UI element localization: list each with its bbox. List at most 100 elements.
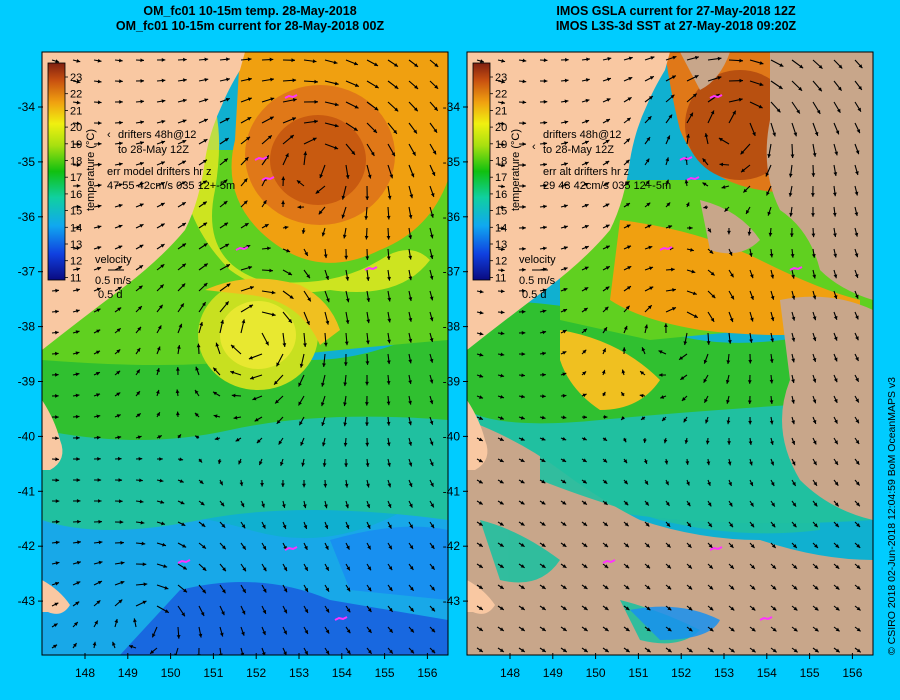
right-drifter-tracks [602,94,803,621]
colorbar-tick-label: 22 [495,89,507,101]
lon-tick-label: 149 [543,666,563,680]
colorbar-tick-label: 21 [495,105,507,117]
left-title-line-2: OM_fc01 10-15m current for 28-May-2018 0… [115,19,385,33]
lon-tick-label: 150 [161,666,181,680]
lat-tick-label: -39 [443,375,461,389]
right-drifter-symbol: ‹ [532,141,536,153]
lon-tick-label: 156 [417,666,437,680]
left-drifter-symbol: ‹ [107,129,111,141]
lon-tick-label: 153 [714,666,734,680]
lat-tick-label: -42 [443,539,461,553]
right-annotations: ‹ drifters 48h@12 to 28-May 12Z err alt … [519,129,671,301]
colorbar-tick-label: 13 [70,239,82,251]
colorbar-tick-label: 18 [495,156,507,168]
lon-tick-label: 151 [628,666,648,680]
lat-tick-label: -41 [443,484,461,498]
credit-text: © CSIRO 2018 02-Jun-2018 12:04:59 BoM Oc… [886,377,898,655]
right-title-line-1: IMOS GSLA current for 27-May-2018 12Z [556,4,796,18]
colorbar-tick-label: 23 [495,72,507,84]
left-longitude-axis: 148 149 150 151 152 153 154 155 156 [75,653,438,680]
lat-tick-label: -42 [18,539,36,553]
left-err-label-1: err model drifters hr z [107,166,212,178]
lon-tick-label: 148 [75,666,95,680]
left-colorbar: 23 22 21 20 19 18 17 16 15 14 13 12 11 temperature (… [47,62,97,284]
colorbar-tick-label: 11 [70,272,81,284]
right-err-label-1: err alt drifters hr z [543,166,629,178]
colorbar-tick-label: 18 [70,156,82,168]
lat-tick-label: -43 [18,594,36,608]
lon-tick-label: 149 [118,666,138,680]
colorbar-tick-label: 13 [495,239,507,251]
colorbar-tick-label: 22 [70,89,82,101]
colorbar-tick-label: 12 [495,256,507,268]
right-panel-title: IMOS GSLA current for 27-May-2018 12Z IM… [456,4,896,34]
lat-tick-label: -36 [443,210,461,224]
lon-tick-label: 152 [246,666,266,680]
colorbar-tick-label: 15 [70,206,82,218]
lon-tick-label: 154 [332,666,352,680]
colorbar-tick-label: 14 [495,222,507,234]
lat-tick-label: -37 [443,265,461,279]
left-map-frame [41,51,449,656]
colorbar-tick-label: 16 [70,189,82,201]
left-title-line-1: OM_fc01 10-15m temp. 28-May-2018 [143,4,357,18]
right-title-line-2: IMOS L3S-3d SST at 27-May-2018 09:20Z [555,19,797,33]
lat-tick-label: -38 [18,320,36,334]
left-panel-title: OM_fc01 10-15m temp. 28-May-2018 OM_fc01… [30,4,470,34]
lat-tick-label: -40 [18,429,36,443]
colorbar-tick-label: 16 [495,189,507,201]
lat-tick-label: -41 [18,484,36,498]
lon-tick-label: 152 [671,666,691,680]
lat-tick-label: -35 [18,155,36,169]
colorbar-tick-label: 23 [70,72,82,84]
lon-tick-label: 151 [203,666,223,680]
lat-tick-label: -39 [18,375,36,389]
right-latitude-axis: -34 -35 -36 -37 -38 -39 -40 -41 -42 -43 [443,100,468,608]
lat-tick-label: -38 [443,320,461,334]
colorbar-tick-label: 14 [70,222,82,234]
colorbar-tick-label: 15 [495,206,507,218]
right-map-frame [466,51,874,656]
right-err-label-2: 29 43 42cm/s 035 12+-5m [543,180,671,192]
right-colorbar-label: temperature (°C) [510,129,522,211]
lat-tick-label: -36 [18,210,36,224]
left-latitude-axis: -34 -35 -36 -37 -38 -39 -40 -41 -42 -43 [18,100,43,608]
lat-tick-label: -43 [443,594,461,608]
right-map-panel [466,51,874,656]
left-err-label-2: 47 55 42cm/s 035 12+-5m [107,180,235,192]
lat-tick-label: -34 [443,100,461,114]
left-velocity-speed: 0.5 m/s [95,275,132,287]
lon-tick-label: 154 [757,666,777,680]
left-drifter-tracks [177,94,378,621]
left-drifters-label-1: drifters 48h@12 [118,129,196,141]
left-map-panel [41,51,449,656]
colorbar-tick-label: 19 [495,139,507,151]
colorbar-tick-label: 21 [70,105,82,117]
lon-tick-label: 155 [375,666,395,680]
left-drifters-label-2: to 28-May 12Z [118,144,189,156]
right-drifters-label-1: drifters 48h@12 [543,129,621,141]
lat-tick-label: -40 [443,429,461,443]
colorbar-tick-label: 12 [70,256,82,268]
lon-tick-label: 155 [800,666,820,680]
lat-tick-label: -37 [18,265,36,279]
colorbar-tick-label: 19 [70,139,82,151]
colorbar-tick-label: 17 [70,172,82,184]
colorbar-tick-label: 20 [70,122,82,134]
right-colorbar: 23 22 21 20 19 18 17 16 15 14 13 12 11 temperature (… [472,62,522,284]
lon-tick-label: 156 [842,666,862,680]
lat-tick-label: -34 [18,100,36,114]
lat-tick-label: -35 [443,155,461,169]
lon-tick-label: 150 [586,666,606,680]
right-drifters-label-2: to 28-May 12Z [543,144,614,156]
colorbar-tick-label: 17 [495,172,507,184]
colorbar-tick-label: 11 [495,272,506,284]
right-velocity-title: velocity [519,254,556,266]
lon-tick-label: 148 [500,666,520,680]
right-velocity-duration: 0.5 d [522,289,546,301]
left-colorbar-label: temperature (°C) [85,129,97,211]
lon-tick-label: 153 [289,666,309,680]
right-longitude-axis: 148 149 150 151 152 153 154 155 156 [500,653,863,680]
left-annotations: ‹ drifters 48h@12 to 28-May 12Z err mode… [95,129,235,301]
left-velocity-duration: 0.5 d [98,289,122,301]
